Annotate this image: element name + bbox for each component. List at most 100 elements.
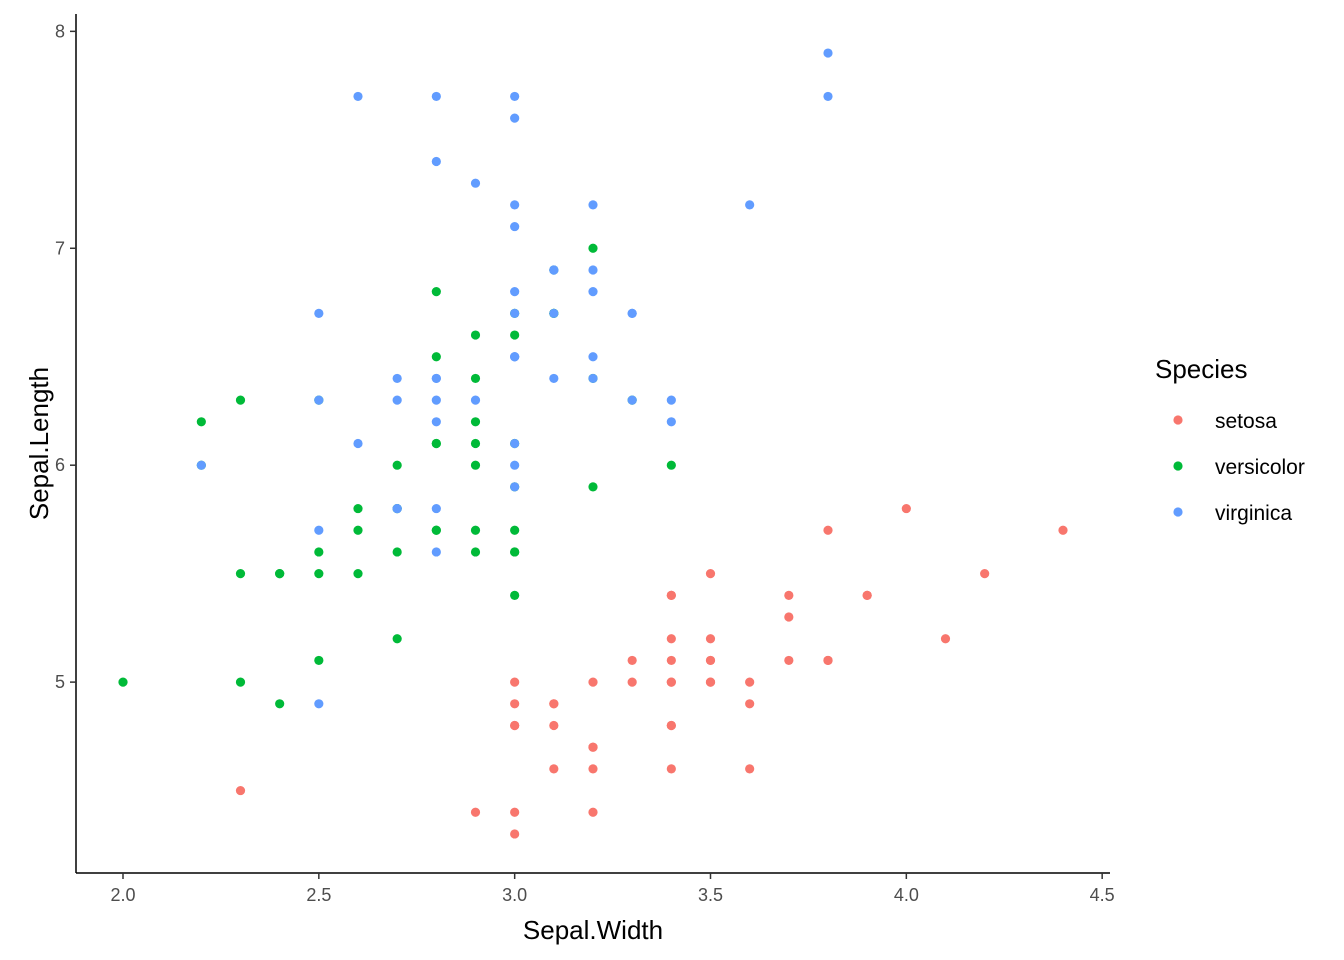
- data-point-setosa: [980, 569, 990, 579]
- data-point-versicolor: [235, 677, 246, 687]
- data-point-virginica: [431, 373, 441, 384]
- data-point-virginica: [588, 373, 598, 384]
- legend-label-versicolor: versicolor: [1215, 456, 1305, 479]
- data-point-versicolor: [431, 352, 441, 362]
- data-point-versicolor: [235, 569, 246, 579]
- data-point-setosa: [510, 720, 520, 731]
- data-point-virginica: [588, 287, 598, 297]
- data-point-versicolor: [235, 395, 246, 405]
- legend: Species setosa versicolor virginica: [1155, 354, 1305, 525]
- data-point-versicolor: [196, 417, 206, 427]
- data-point-setosa: [510, 677, 520, 687]
- data-point-setosa: [666, 677, 676, 687]
- y-axis-ticks: 5 6 7 8: [55, 21, 76, 692]
- data-point-virginica: [588, 352, 598, 362]
- x-tick-label: 3.0: [502, 885, 527, 905]
- data-point-virginica: [314, 699, 324, 709]
- data-point-setosa: [1058, 525, 1068, 535]
- data-point-virginica: [666, 395, 676, 405]
- data-point-virginica: [431, 503, 441, 514]
- data-point-setosa: [549, 720, 559, 731]
- data-point-setosa: [510, 699, 520, 709]
- data-point-versicolor: [392, 460, 402, 470]
- data-point-setosa: [745, 764, 755, 774]
- data-point-virginica: [314, 395, 324, 405]
- data-point-virginica: [823, 48, 833, 58]
- data-point-virginica: [549, 308, 559, 318]
- data-point-virginica: [353, 438, 363, 449]
- series-virginica: [196, 48, 833, 709]
- data-point-versicolor: [353, 503, 363, 514]
- data-point-virginica: [431, 417, 441, 427]
- data-point-virginica: [823, 91, 833, 102]
- x-axis-title: Sepal.Width: [523, 915, 663, 945]
- x-axis-ticks: 2.0 2.5 3.0 3.5 4.0 4.5: [110, 873, 1115, 905]
- data-point-virginica: [510, 200, 520, 210]
- data-point-versicolor: [470, 373, 481, 384]
- data-point-setosa: [588, 764, 598, 774]
- data-point-setosa: [588, 807, 598, 817]
- x-tick-label: 2.0: [110, 885, 135, 905]
- data-point-setosa: [666, 720, 676, 731]
- data-point-versicolor: [275, 569, 285, 579]
- legend-label-virginica: virginica: [1215, 502, 1292, 525]
- data-point-versicolor: [510, 330, 520, 340]
- data-point-setosa: [705, 655, 716, 666]
- x-tick-label: 2.5: [306, 885, 331, 905]
- data-point-virginica: [431, 547, 441, 557]
- data-point-virginica: [431, 91, 441, 102]
- data-point-virginica: [745, 200, 755, 210]
- data-point-virginica: [549, 373, 559, 384]
- data-point-virginica: [510, 91, 520, 102]
- data-point-virginica: [510, 352, 520, 362]
- data-point-virginica: [470, 178, 481, 188]
- data-point-setosa: [666, 634, 676, 644]
- data-point-versicolor: [666, 460, 676, 470]
- data-point-setosa: [705, 677, 716, 687]
- data-point-virginica: [627, 395, 637, 405]
- data-point-setosa: [666, 655, 676, 666]
- data-point-versicolor: [431, 525, 441, 535]
- data-point-versicolor: [275, 699, 285, 709]
- x-tick-label: 3.5: [698, 885, 723, 905]
- data-point-virginica: [510, 287, 520, 297]
- data-point-setosa: [510, 807, 520, 817]
- x-tick-label: 4.5: [1090, 885, 1115, 905]
- data-point-virginica: [588, 265, 598, 275]
- data-point-versicolor: [470, 460, 481, 470]
- data-point-versicolor: [510, 525, 520, 535]
- data-point-setosa: [549, 764, 559, 774]
- data-point-virginica: [510, 308, 520, 318]
- data-point-versicolor: [392, 634, 402, 644]
- legend-items: setosa versicolor virginica: [1173, 410, 1305, 525]
- data-point-setosa: [705, 569, 716, 579]
- data-point-setosa: [745, 677, 755, 687]
- data-point-versicolor: [431, 287, 441, 297]
- y-tick-label: 5: [55, 672, 65, 692]
- data-point-virginica: [510, 460, 520, 470]
- data-point-setosa: [510, 829, 520, 839]
- data-point-versicolor: [353, 525, 363, 535]
- data-point-virginica: [431, 395, 441, 405]
- data-point-versicolor: [353, 569, 363, 579]
- data-point-versicolor: [470, 330, 481, 340]
- data-point-virginica: [666, 417, 676, 427]
- data-point-setosa: [627, 677, 637, 687]
- legend-key-setosa: [1173, 415, 1183, 425]
- legend-title: Species: [1155, 354, 1248, 384]
- data-point-setosa: [940, 634, 951, 644]
- data-point-setosa: [235, 785, 246, 796]
- data-point-versicolor: [314, 569, 324, 579]
- data-point-versicolor: [470, 417, 481, 427]
- series-versicolor: [118, 243, 676, 709]
- axes: 2.0 2.5 3.0 3.5 4.0 4.5 5 6 7 8: [55, 14, 1115, 905]
- data-point-setosa: [666, 590, 676, 600]
- data-point-setosa: [588, 677, 598, 687]
- data-point-virginica: [392, 395, 402, 405]
- data-point-versicolor: [431, 438, 441, 449]
- data-point-setosa: [705, 634, 716, 644]
- data-point-versicolor: [470, 547, 481, 557]
- data-point-virginica: [549, 265, 559, 275]
- data-point-versicolor: [314, 547, 324, 557]
